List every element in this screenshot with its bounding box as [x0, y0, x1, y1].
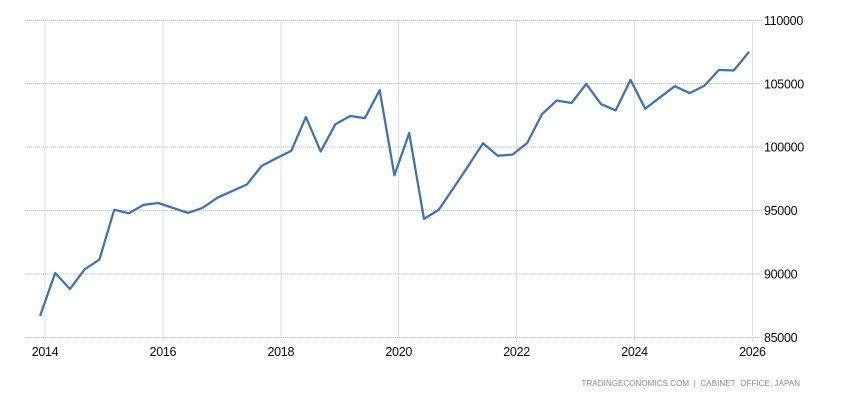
svg-text:90000: 90000 — [764, 268, 798, 282]
svg-text:2026: 2026 — [739, 345, 766, 359]
svg-text:2024: 2024 — [621, 345, 648, 359]
svg-text:110000: 110000 — [764, 14, 803, 28]
svg-text:2020: 2020 — [385, 345, 412, 359]
svg-text:2018: 2018 — [267, 345, 294, 359]
svg-text:TRADINGECONOMICS.COM | CABIN: TRADINGECONOMICS.COM | CABINET OFFICE, J… — [582, 379, 801, 388]
svg-text:105000: 105000 — [764, 77, 804, 91]
svg-text:100000: 100000 — [764, 141, 804, 155]
svg-text:85000: 85000 — [764, 331, 798, 345]
svg-text:2014: 2014 — [32, 345, 59, 359]
svg-text:2022: 2022 — [503, 345, 530, 359]
svg-text:2016: 2016 — [150, 345, 177, 359]
svg-text:95000: 95000 — [764, 204, 798, 218]
